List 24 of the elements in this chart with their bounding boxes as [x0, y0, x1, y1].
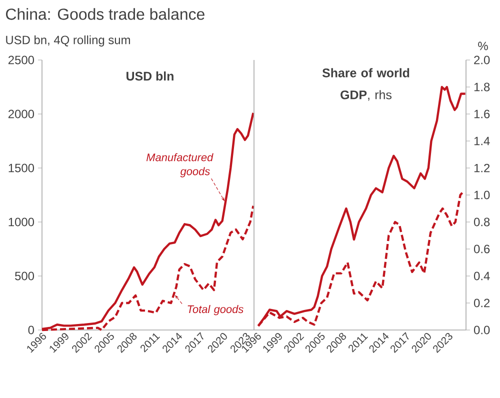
y-tick-label: 0.2 — [474, 298, 490, 308]
y-axis-title: % — [478, 42, 488, 50]
y-tick-label: 500 — [15, 272, 34, 280]
y-tick-label: 1.4 — [474, 136, 490, 146]
annotation: USD bln — [126, 71, 174, 81]
y-tick-label: 0.6 — [474, 244, 490, 254]
annotation: Total goods — [188, 305, 244, 316]
y-tick-label: 1.6 — [474, 110, 490, 118]
y-tick-label: 1.8 — [474, 82, 490, 92]
y-tick-label: 0.4 — [474, 272, 490, 280]
y-tick-label: 1500 — [8, 164, 34, 172]
annotation: Manufactured goods — [146, 153, 214, 178]
y-tick-label: 2.0 — [474, 56, 490, 64]
y-tick-label: 0.0 — [474, 326, 490, 334]
chart-subtitle: USD bn, 4Q rolling sum — [6, 35, 130, 47]
y-tick-label: 1.2 — [474, 164, 490, 172]
y-tick-label: 1000 — [8, 218, 34, 226]
y-tick-label: 0 — [28, 326, 34, 334]
y-tick-label: 1.0 — [474, 190, 490, 200]
text: Share of world GDP, rhs — [322, 68, 410, 101]
y-tick-label: 2000 — [8, 110, 34, 118]
y-tick-label: 0.8 — [474, 218, 490, 226]
chart-title: China: Goods trade balance — [6, 8, 204, 20]
y-tick-label: 2500 — [8, 56, 34, 64]
